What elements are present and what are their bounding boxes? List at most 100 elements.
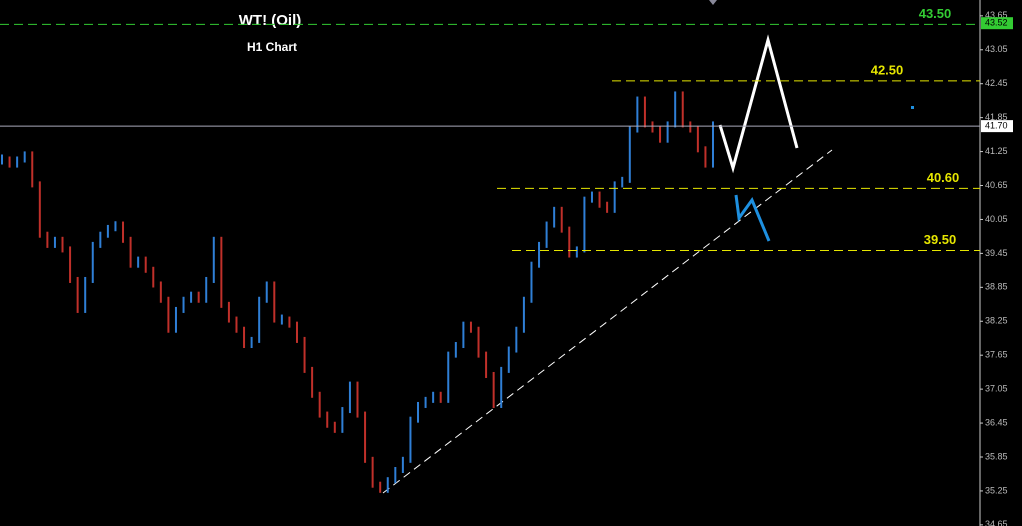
price-bar <box>364 411 367 463</box>
price-bar <box>598 191 601 208</box>
y-tick-label: 37.65 <box>985 350 1008 360</box>
price-bar <box>31 151 34 188</box>
price-bar <box>492 371 495 408</box>
price-bar <box>288 316 291 328</box>
price-bar <box>477 326 480 358</box>
y-tick-label: 43.05 <box>985 44 1008 54</box>
price-bar <box>16 156 19 168</box>
price-bar <box>371 456 374 488</box>
y-tick-label: 35.25 <box>985 485 1008 495</box>
scroll-marker <box>709 0 717 5</box>
price-bar <box>99 231 102 248</box>
price-bar <box>568 226 571 258</box>
price-bar <box>333 421 336 433</box>
price-bar <box>696 126 699 153</box>
price-bar <box>628 126 631 183</box>
price-bar <box>243 326 246 349</box>
price-bar <box>174 306 177 333</box>
trend-line <box>382 149 833 494</box>
price-bar <box>8 156 11 168</box>
price-bar <box>197 291 200 303</box>
price-bar <box>182 296 185 313</box>
price-bar <box>159 281 162 303</box>
y-tick-label: 41.25 <box>985 146 1008 156</box>
price-bar <box>590 191 593 203</box>
price-bar <box>651 121 654 133</box>
y-tick-label: 38.25 <box>985 316 1008 326</box>
price-bar <box>114 221 117 232</box>
price-bar <box>1 154 3 165</box>
y-tick-label: 37.05 <box>985 384 1008 394</box>
level-label: 43.50 <box>919 6 952 21</box>
y-tick-label: 39.45 <box>985 248 1008 258</box>
price-bar <box>84 276 87 313</box>
y-tick-label: 40.05 <box>985 214 1008 224</box>
y-tick-label: 35.85 <box>985 451 1008 461</box>
price-bar <box>69 246 72 283</box>
price-bar <box>447 351 450 403</box>
price-bar <box>485 351 488 378</box>
price-bar <box>560 206 563 233</box>
ask-price-label: 43.52 <box>985 18 1008 28</box>
price-bar <box>386 477 389 493</box>
price-bar <box>280 314 283 325</box>
y-tick-label: 42.45 <box>985 78 1008 88</box>
price-bar <box>76 276 79 313</box>
price-bar <box>575 246 578 258</box>
price-bar <box>122 221 125 243</box>
price-bar <box>46 231 49 248</box>
price-bar <box>681 91 684 128</box>
price-bar <box>636 96 639 133</box>
price-bar <box>394 467 397 484</box>
y-tick-label: 41.85 <box>985 112 1008 122</box>
price-bar <box>454 342 457 358</box>
y-tick-label: 38.85 <box>985 282 1008 292</box>
price-bar <box>205 276 208 303</box>
price-bar <box>409 416 412 463</box>
price-bar <box>530 261 533 303</box>
price-bar <box>401 456 404 474</box>
price-bar <box>303 336 306 373</box>
level-label: 39.50 <box>924 232 957 247</box>
price-bar <box>341 407 344 433</box>
price-bar <box>424 396 427 408</box>
price-bar <box>507 346 510 373</box>
y-tick-label: 43.65 <box>985 10 1008 20</box>
price-bar <box>704 146 707 168</box>
level-label: 42.50 <box>871 62 904 77</box>
y-tick-label: 36.45 <box>985 417 1008 427</box>
chart-title: WT! (Oil) <box>239 12 301 29</box>
price-bar <box>190 291 193 303</box>
chart-subtitle: H1 Chart <box>247 40 297 54</box>
price-bar <box>462 321 465 349</box>
price-bar <box>106 224 109 238</box>
price-bar <box>273 281 276 323</box>
price-bar <box>500 366 503 408</box>
price-bar <box>144 256 147 273</box>
price-bar <box>295 321 298 343</box>
y-tick-label: 34.65 <box>985 519 1008 526</box>
price-bar <box>469 321 472 333</box>
price-bar <box>356 381 359 418</box>
price-bar <box>227 301 230 323</box>
projection-path <box>718 34 799 174</box>
price-bar <box>53 236 56 248</box>
price-bar <box>621 176 624 188</box>
price-bar <box>137 256 140 268</box>
ask-price-box <box>981 17 1013 30</box>
price-bar <box>265 281 268 303</box>
price-bar <box>439 391 442 403</box>
price-bar <box>212 236 215 283</box>
price-bar <box>689 121 692 133</box>
price-bar <box>643 96 646 128</box>
price-bar <box>61 236 64 253</box>
y-tick-label: 40.65 <box>985 180 1008 190</box>
price-bar <box>538 241 541 268</box>
level-label: 40.60 <box>927 170 960 185</box>
price-bar <box>606 201 609 213</box>
price-bar <box>311 366 314 398</box>
price-bar <box>613 181 616 213</box>
price-bar <box>318 391 321 418</box>
price-bar <box>129 236 132 268</box>
